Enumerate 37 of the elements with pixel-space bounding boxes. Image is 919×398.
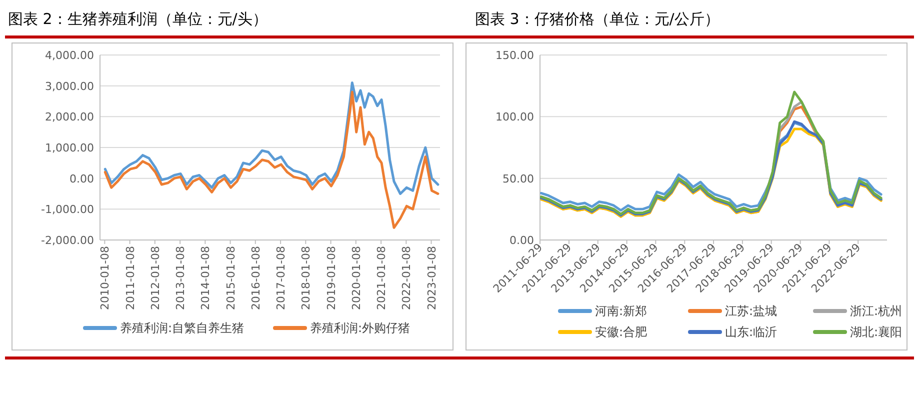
- x-tick-label: 2010-01-08: [98, 246, 112, 310]
- x-tick-label: 2022-01-08: [400, 246, 414, 310]
- x-tick-label: 2011-01-08: [124, 246, 137, 310]
- legend-label: 江苏:盐城: [725, 304, 778, 318]
- legend-label: 浙江:杭州: [850, 304, 902, 318]
- y-tick-label: -1,000.00: [41, 203, 94, 216]
- y-tick-label: 50.00: [502, 172, 534, 186]
- x-tick-label: 2013-01-08: [174, 246, 188, 310]
- legend-label: 养殖利润:自繁自养生猪: [120, 321, 244, 335]
- x-tick-label: 2023-01-08: [425, 246, 438, 310]
- chart-title: 图表 2：生猪养殖利润（单位：元/头）: [8, 10, 268, 28]
- y-tick-label: 0.00: [70, 172, 94, 186]
- legend-label: 湖北:襄阳: [850, 325, 902, 339]
- y-tick-label: 150.00: [496, 49, 534, 62]
- legend-label: 安徽:合肥: [595, 325, 648, 339]
- x-tick-label: 2019-01-08: [324, 246, 338, 310]
- x-tick-label: 2012-01-08: [148, 246, 162, 310]
- y-tick-label: 1,000.00: [45, 142, 94, 154]
- chart-title: 图表 3：仔猪价格（单位：元/公斤）: [475, 10, 720, 28]
- y-tick-label: 4,000.00: [45, 49, 94, 62]
- x-tick-label: 2020-01-08: [350, 246, 363, 310]
- y-tick-label: 3,000.00: [45, 80, 94, 93]
- y-tick-label: 2,000.00: [45, 110, 94, 124]
- x-tick-label: 2017-01-08: [274, 246, 288, 310]
- legend-label: 河南:新郑: [595, 304, 648, 318]
- x-tick-label: 2018-01-08: [300, 246, 313, 310]
- y-tick-label: -2,000.00: [41, 234, 94, 247]
- y-tick-label: 100.00: [496, 110, 534, 124]
- line-series: [104, 90, 440, 229]
- y-tick-label: 0.00: [510, 234, 534, 247]
- x-tick-label: 2015-01-08: [224, 246, 238, 310]
- x-tick-label: 2014-01-08: [199, 246, 212, 310]
- x-tick-label: 2021-01-08: [375, 246, 388, 310]
- legend-label: 山东:临沂: [725, 325, 778, 339]
- x-tick-label: 2016-01-08: [249, 246, 262, 310]
- legend-label: 养殖利润:外购仔猪: [310, 321, 410, 335]
- line-series: [104, 82, 440, 195]
